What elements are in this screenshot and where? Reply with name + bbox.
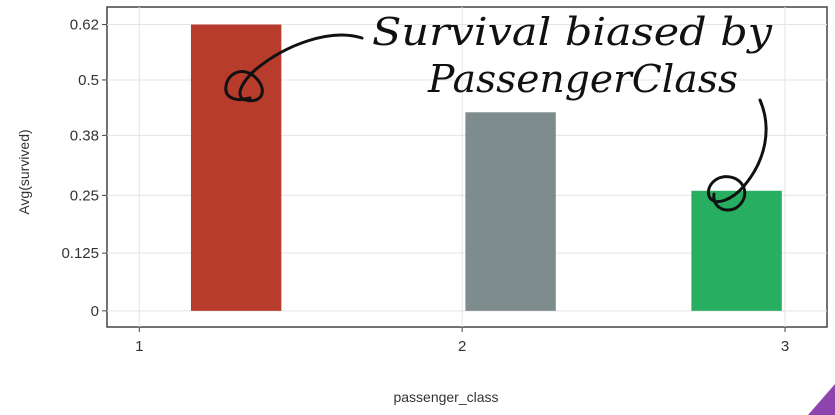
y-tick-label: 0.125 — [61, 245, 99, 262]
handwritten-annotation: Survival biased by PassengerClass — [224, 10, 773, 212]
y-tick-label: 0.62 — [70, 17, 99, 34]
y-tick-label: 0.25 — [70, 187, 99, 204]
bar-2 — [465, 112, 556, 311]
y-axis-title: Avg(survived) — [16, 129, 32, 214]
y-axis-ticks: 0 0.125 0.25 0.38 0.5 0.62 — [61, 17, 107, 320]
corner-decoration — [808, 384, 835, 415]
annotation-arrow-right — [707, 98, 768, 212]
x-axis-title: passenger_class — [393, 389, 498, 405]
bars — [190, 24, 782, 311]
y-tick-label: 0.38 — [70, 127, 99, 144]
x-tick-label: 1 — [135, 338, 143, 355]
annotation-line-1: Survival biased by — [372, 10, 773, 54]
bar-3 — [691, 190, 782, 311]
x-tick-label: 2 — [458, 338, 466, 355]
x-tick-label: 3 — [781, 338, 789, 355]
annotation-arrow-left — [224, 33, 364, 103]
bar-1 — [190, 24, 282, 311]
y-tick-label: 0 — [91, 303, 99, 320]
x-axis-ticks: 1 2 3 — [135, 327, 789, 355]
y-tick-label: 0.5 — [78, 72, 99, 89]
annotation-line-2: PassengerClass — [427, 57, 738, 101]
